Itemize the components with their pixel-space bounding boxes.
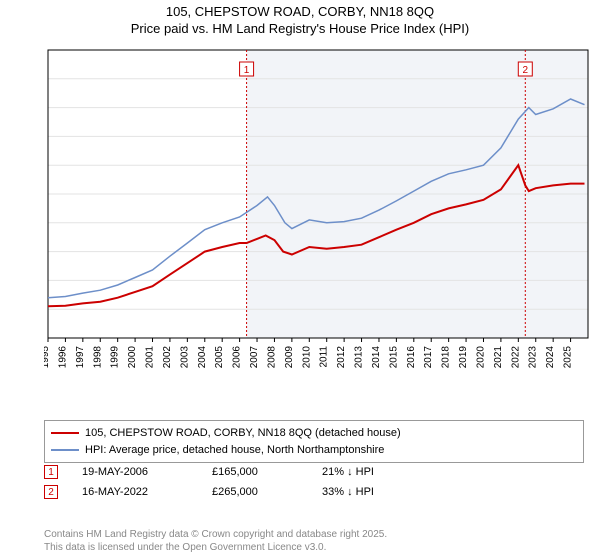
chart-svg: £0£50K£100K£150K£200K£250K£300K£350K£400…: [44, 44, 594, 384]
marker-num-box: 1: [44, 465, 58, 479]
x-tick-label: 2002: [162, 346, 173, 369]
x-tick-label: 1998: [92, 346, 103, 369]
legend-item: 105, CHEPSTOW ROAD, CORBY, NN18 8QQ (det…: [51, 425, 577, 442]
x-tick-label: 2012: [336, 346, 347, 369]
x-tick-label: 2014: [371, 346, 382, 369]
x-tick-label: 2025: [563, 346, 574, 369]
legend-swatch: [51, 449, 79, 451]
x-tick-label: 1995: [44, 346, 51, 369]
marker-date: 19-MAY-2006: [82, 466, 212, 478]
marker-date: 16-MAY-2022: [82, 486, 212, 498]
x-tick-label: 2006: [232, 346, 243, 369]
legend-label: HPI: Average price, detached house, Nort…: [85, 442, 384, 459]
legend: 105, CHEPSTOW ROAD, CORBY, NN18 8QQ (det…: [44, 420, 584, 463]
x-tick-label: 2019: [458, 346, 469, 369]
marker-pct: 21% ↓ HPI: [322, 466, 432, 478]
x-tick-label: 2018: [441, 346, 452, 369]
legend-item: HPI: Average price, detached house, Nort…: [51, 442, 577, 459]
x-tick-label: 2015: [388, 346, 399, 369]
marker-label: 1: [244, 65, 250, 76]
marker-price: £265,000: [212, 486, 322, 498]
marker-row: 2 16-MAY-2022£265,00033% ↓ HPI: [44, 482, 432, 502]
x-tick-label: 2011: [319, 346, 330, 368]
x-tick-label: 2023: [528, 346, 539, 369]
legend-label: 105, CHEPSTOW ROAD, CORBY, NN18 8QQ (det…: [85, 425, 401, 442]
x-tick-label: 2003: [179, 346, 190, 369]
x-tick-label: 2005: [214, 346, 225, 369]
x-tick-label: 2004: [197, 346, 208, 369]
marker-num-box: 2: [44, 485, 58, 499]
marker-rows: 1 19-MAY-2006£165,00021% ↓ HPI 2 16-MAY-202…: [44, 462, 432, 502]
footer-line2: This data is licensed under the Open Gov…: [44, 541, 387, 554]
x-tick-label: 2001: [145, 346, 156, 369]
x-tick-label: 2021: [493, 346, 504, 369]
x-tick-label: 2024: [545, 346, 556, 369]
x-tick-label: 1999: [110, 346, 121, 369]
footer: Contains HM Land Registry data © Crown c…: [44, 528, 387, 554]
title-line1: 105, CHEPSTOW ROAD, CORBY, NN18 8QQ: [0, 4, 600, 21]
x-tick-label: 2008: [266, 346, 277, 369]
marker-pct: 33% ↓ HPI: [322, 486, 432, 498]
x-tick-label: 2009: [284, 346, 295, 369]
x-tick-label: 1996: [57, 346, 68, 369]
marker-row: 1 19-MAY-2006£165,00021% ↓ HPI: [44, 462, 432, 482]
x-tick-label: 2016: [406, 346, 417, 369]
x-tick-label: 2017: [423, 346, 434, 369]
chart-container: 105, CHEPSTOW ROAD, CORBY, NN18 8QQ Pric…: [0, 0, 600, 560]
title-line2: Price paid vs. HM Land Registry's House …: [0, 21, 600, 38]
x-tick-label: 2000: [127, 346, 138, 369]
legend-swatch: [51, 432, 79, 434]
marker-price: £165,000: [212, 466, 322, 478]
footer-line1: Contains HM Land Registry data © Crown c…: [44, 528, 387, 541]
marker-label: 2: [523, 65, 529, 76]
x-tick-label: 2013: [354, 346, 365, 369]
title-block: 105, CHEPSTOW ROAD, CORBY, NN18 8QQ Pric…: [0, 0, 600, 38]
x-tick-label: 1997: [75, 346, 86, 369]
x-tick-label: 2007: [249, 346, 260, 369]
x-tick-label: 2022: [510, 346, 521, 369]
x-tick-label: 2020: [475, 346, 486, 369]
x-tick-label: 2010: [301, 346, 312, 369]
